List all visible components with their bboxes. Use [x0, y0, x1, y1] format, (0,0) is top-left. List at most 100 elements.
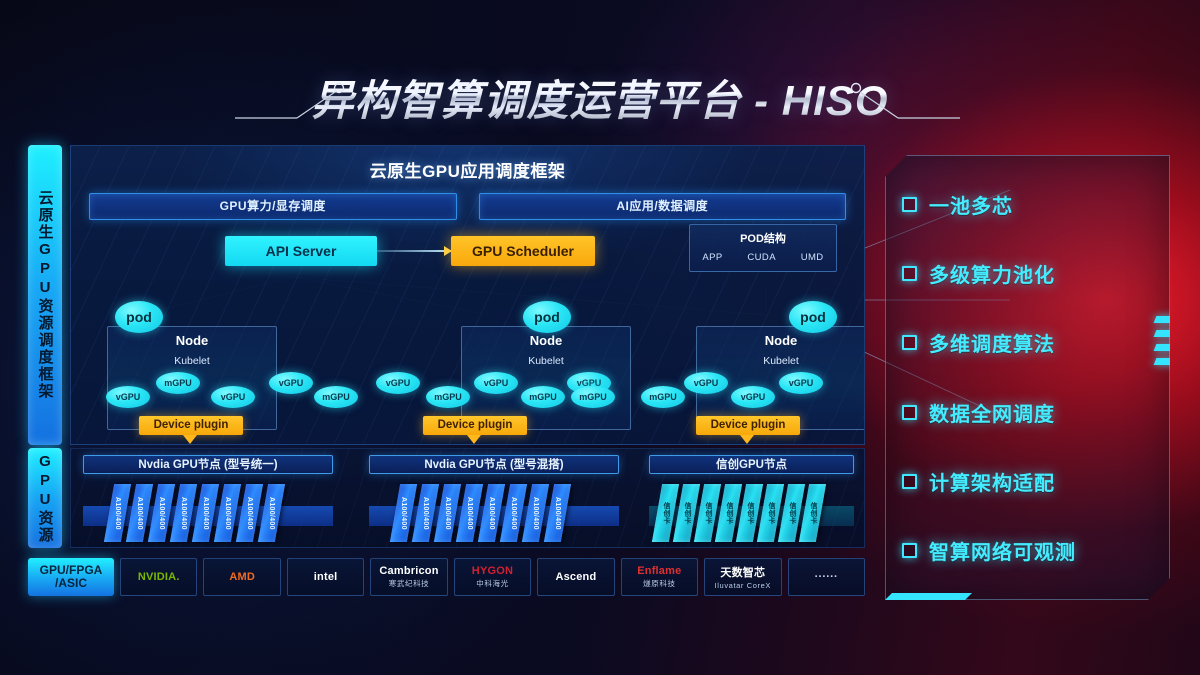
title-decoration-left — [235, 62, 365, 132]
checkbox-square-icon — [902, 266, 917, 281]
gpu-group-2: Nvdia GPU节点 (型号混搭) A100/400 A100/400 A100/… — [369, 455, 619, 542]
vendor-logo[interactable]: Cambricon 寒武纪科技 — [370, 558, 448, 596]
framework-title: 云原生GPU应用调度框架 — [369, 162, 566, 181]
gpu-cards-1: A100/400 A100/400 A100/400 A100/400 A100/400… — [83, 484, 333, 542]
gpu-card-label: A100/400 — [444, 496, 452, 530]
feature-item[interactable]: 计算架构适配 — [902, 467, 1153, 496]
checkbox-square-icon — [902, 474, 917, 489]
vendor-name: intel — [313, 571, 338, 583]
gpu-card-label: A100/400 — [246, 496, 254, 530]
vendor-logo[interactable]: HYGON 中科海光 — [453, 558, 532, 596]
feature-item[interactable]: 智算网络可观测 — [902, 536, 1153, 565]
api-row: API Server GPU Scheduler — [71, 236, 864, 270]
node-title-3: Node — [764, 333, 798, 348]
feature-item[interactable]: 多维调度算法 — [902, 328, 1153, 357]
vendor-tag-line1: GPU/FPGA — [39, 563, 103, 578]
gpu-card-label: A100/400 — [488, 496, 496, 530]
checkbox-square-icon — [902, 543, 917, 558]
pod-node-1[interactable]: pod — [115, 301, 163, 333]
vendor-tag-line2: /ASIC — [54, 576, 87, 590]
vendor-row: GPU/FPGA /ASIC NVIDIA. AMD intel Cambricon 寒… — [28, 558, 865, 596]
gpu-card-label: A100/400 — [224, 496, 232, 530]
gpu-ell-2-5[interactable]: mGPU — [571, 386, 615, 408]
sidebar-tab-gpu-resource-label: GPU资源 — [36, 452, 54, 544]
vendor-name: HYGON — [471, 565, 514, 577]
vendor-logo[interactable]: Ascend — [537, 558, 615, 596]
gpu-group-2-label[interactable]: Nvdia GPU节点 (型号混搭) — [369, 455, 619, 474]
vendor-logo[interactable]: intel — [286, 558, 365, 596]
device-plugin-1[interactable]: Device plugin — [139, 416, 243, 435]
pill-gpu-compute[interactable]: GPU算力/显存调度 — [89, 193, 457, 220]
gpu-card-label: 信创卡 — [767, 502, 775, 524]
gpu-ell-1-3[interactable]: vGPU — [269, 372, 313, 394]
gpu-group-1-label[interactable]: Nvdia GPU节点 (型号统一) — [83, 455, 333, 474]
device-plugin-2[interactable]: Device plugin — [423, 416, 527, 435]
gpu-cards-3: 信创卡 信创卡 信创卡 信创卡 信创卡 信创卡 信创卡 信创卡 — [649, 484, 854, 542]
device-plugin-3[interactable]: Device plugin — [696, 416, 800, 435]
feature-list: 一池多芯多级算力池化多维调度算法 数据全网调度 计算架构适配智算网络可观测 — [902, 170, 1153, 585]
vendor-logo[interactable]: 天数智芯 Iluvatar CoreX — [704, 558, 782, 596]
gpu-card-label: A100/400 — [466, 496, 474, 530]
gpu-card-label: 信创卡 — [683, 502, 691, 524]
gpu-ell-1-0[interactable]: vGPU — [106, 386, 150, 408]
gpu-card-label: A100/400 — [180, 496, 188, 530]
node-title-1: Node — [175, 333, 209, 348]
feature-item-label: 智算网络可观测 — [929, 541, 1076, 564]
gpu-card-label: A100/400 — [114, 496, 122, 530]
gpu-group-3-label[interactable]: 信创GPU节点 — [649, 455, 854, 474]
gpu-card-label: 信创卡 — [746, 502, 754, 524]
vendor-logo[interactable]: NVIDIA. — [120, 558, 198, 596]
gpu-ell-2-0[interactable]: vGPU — [376, 372, 420, 394]
gpu-ell-3-1[interactable]: vGPU — [684, 372, 728, 394]
gpu-card-label: A100/400 — [136, 496, 144, 530]
pod-node-3[interactable]: pod — [789, 301, 837, 333]
page-title: 异构智算调度运营平台 - HISO — [311, 67, 888, 128]
gpu-ell-1-2[interactable]: vGPU — [211, 386, 255, 408]
panel-accent-corner-icon — [882, 593, 972, 603]
gpu-card-label: 信创卡 — [788, 502, 796, 524]
gpu-ell-3-0[interactable]: mGPU — [641, 386, 685, 408]
gpu-ell-2-3[interactable]: mGPU — [521, 386, 565, 408]
feature-item[interactable]: 一池多芯 — [902, 190, 1153, 219]
gpu-card-label: A100/400 — [510, 496, 518, 530]
node-title-2: Node — [529, 333, 563, 348]
vendor-logo[interactable]: Enflame 燧原科技 — [620, 558, 699, 596]
feature-panel: 一池多芯多级算力池化多维调度算法 数据全网调度 计算架构适配智算网络可观测 — [885, 155, 1170, 600]
pod-structure-box: POD结构 APP CUDA UMD — [689, 224, 837, 272]
gpu-card-label: A100/400 — [158, 496, 166, 530]
pill-ai-data[interactable]: AI应用/数据调度 — [478, 193, 846, 220]
gpu-group-3: 信创GPU节点 信创卡 信创卡 信创卡 信创卡 信创卡 信创卡 信创卡 信创卡 — [649, 455, 854, 542]
gpu-card-label: A100/400 — [532, 496, 540, 530]
vendor-list: NVIDIA. AMD intel Cambricon 寒武纪科技 HYGON 中科海光 As… — [120, 558, 865, 596]
pod-node-2[interactable]: pod — [523, 301, 571, 333]
kubelet-label-2: Kubelet — [528, 355, 564, 367]
feature-item[interactable]: 多级算力池化 — [902, 259, 1153, 288]
gpu-card-label: 信创卡 — [725, 502, 733, 524]
vendor-logo[interactable]: ······ — [787, 558, 865, 596]
panel-accent-bars-icon — [1155, 316, 1181, 402]
kubelet-label-3: Kubelet — [763, 355, 799, 367]
gpu-ell-1-4[interactable]: mGPU — [314, 386, 358, 408]
device-plugin-arrow-1 — [183, 435, 197, 444]
sidebar-tab-gpu-resource[interactable]: GPU资源 — [28, 448, 62, 548]
gpu-ell-1-1[interactable]: mGPU — [156, 372, 200, 394]
gpu-group-1: Nvdia GPU节点 (型号统一) A100/400 A100/400 A100/… — [83, 455, 333, 542]
gpu-scheduler-box[interactable]: GPU Scheduler — [451, 236, 595, 266]
gpu-card-label: A100/400 — [202, 496, 210, 530]
feature-item[interactable]: 数据全网调度 — [902, 398, 1153, 427]
vendor-subtitle: 寒武纪科技 — [388, 579, 430, 588]
gpu-ell-3-3[interactable]: vGPU — [779, 372, 823, 394]
gpu-ell-3-2[interactable]: vGPU — [731, 386, 775, 408]
title-area: 异构智算调度运营平台 - HISO — [0, 62, 1200, 132]
vendor-logo[interactable]: AMD — [203, 558, 281, 596]
framework-panel: 云原生GPU应用调度框架 GPU算力/显存调度 AI应用/数据调度 API Se… — [70, 145, 865, 445]
gpu-ell-2-1[interactable]: mGPU — [426, 386, 470, 408]
gpu-ell-2-2[interactable]: vGPU — [474, 372, 518, 394]
checkbox-square-icon — [902, 405, 917, 420]
pod-structure-title: POD结构 — [740, 233, 786, 245]
feature-item-label: 多级算力池化 — [929, 265, 1055, 288]
sidebar-tab-framework[interactable]: 云原生GPU资源调度框架 — [28, 145, 62, 445]
api-server-box[interactable]: API Server — [225, 236, 377, 266]
vendor-name: AMD — [229, 571, 255, 583]
